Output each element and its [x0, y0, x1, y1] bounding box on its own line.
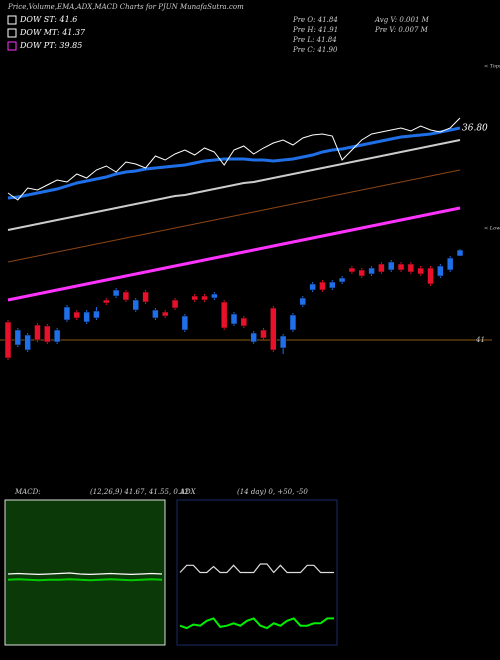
candle-body	[358, 269, 365, 277]
candle-body	[181, 315, 189, 331]
candle-body	[24, 334, 31, 351]
ema-line	[7, 139, 461, 231]
candle-body	[220, 301, 228, 329]
candle-body	[270, 307, 277, 351]
legend-label: DOW MT: 41.37	[19, 28, 86, 37]
panel-title: ADX	[179, 488, 197, 496]
candle-body	[368, 267, 375, 275]
legend-label: DOW ST: 41.6	[19, 15, 77, 24]
indicator-line	[7, 578, 163, 582]
candle-body	[348, 267, 356, 273]
candle-body	[417, 267, 424, 275]
legend-swatch	[7, 41, 17, 51]
candle-body	[53, 329, 61, 343]
candle-body	[260, 329, 267, 339]
level-label: 41	[475, 336, 485, 344]
candle-body	[250, 332, 257, 343]
candle-body	[329, 281, 336, 289]
candle-body	[446, 257, 454, 271]
candle-body	[201, 295, 208, 301]
candle-body	[437, 265, 444, 277]
candle-body	[4, 321, 12, 359]
candle-body	[309, 283, 316, 291]
candle-body	[93, 310, 100, 319]
candle-body	[338, 277, 346, 283]
ema-line	[7, 169, 461, 263]
ema-line	[7, 126, 461, 200]
candle-body	[240, 317, 248, 327]
indicator-line	[7, 572, 163, 576]
candle-body	[132, 299, 139, 311]
candle-body	[103, 299, 110, 304]
candle-body	[387, 261, 395, 271]
info-text: Pre C: 41.90	[292, 46, 338, 54]
panel	[4, 499, 166, 646]
candle-body	[319, 281, 326, 291]
panel-title: MACD:	[14, 488, 41, 496]
legend-label: DOW PT: 39.85	[19, 41, 82, 50]
candle-body	[152, 309, 159, 319]
legend-swatch	[7, 28, 17, 38]
candle-body	[112, 289, 120, 297]
info-text: Pre O: 41.84	[292, 16, 338, 24]
candle-body	[299, 297, 307, 306]
candle-body	[34, 324, 41, 341]
candle-body	[161, 311, 169, 317]
candle-body	[289, 314, 297, 331]
candle-body	[83, 311, 90, 323]
info-text: Avg V: 0.001 M	[374, 16, 430, 24]
ema-line	[7, 117, 461, 201]
candle-body	[407, 263, 415, 273]
info-text: Pre V: 0.007 M	[374, 26, 429, 34]
legend-swatch	[7, 15, 17, 25]
candle-body	[230, 313, 238, 325]
indicator-line	[179, 617, 334, 630]
info-text: Pre H: 41.91	[292, 26, 338, 34]
ema-line	[7, 206, 461, 302]
candle-body	[191, 295, 198, 301]
tops-label: < Tops	[484, 64, 500, 70]
candle-body	[456, 249, 464, 257]
candle-body	[63, 306, 71, 321]
candle-body	[378, 263, 385, 273]
info-text: Pre L: 41.84	[292, 36, 337, 44]
candle-body	[279, 335, 287, 349]
last-label: 36.80	[462, 124, 488, 134]
candle-body	[142, 291, 149, 303]
candle-body	[122, 291, 130, 301]
candle-body	[44, 325, 51, 343]
candle-body	[73, 311, 81, 319]
chart-title: Price,Volume,EMA,ADX,MACD Charts for PJU…	[7, 3, 244, 11]
lows-label: < Lows	[484, 226, 500, 232]
candle-body	[427, 267, 434, 285]
candle-body	[211, 293, 218, 299]
candle-body	[397, 263, 405, 271]
candle-body	[14, 329, 22, 346]
indicator-line	[179, 563, 334, 574]
candle-body	[171, 299, 179, 309]
panel-params: (14 day) 0, +50, -50	[237, 488, 308, 496]
panel-params: (12,26,9) 41.67, 41.55, 0.12	[90, 488, 190, 496]
